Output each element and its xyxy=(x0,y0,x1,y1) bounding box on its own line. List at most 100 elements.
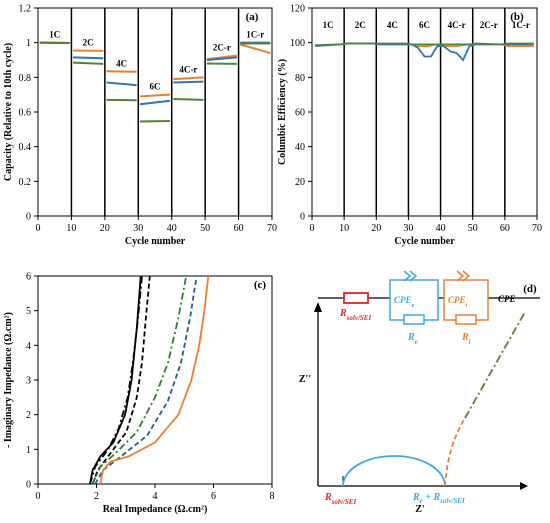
x-axis-label: Z' xyxy=(415,504,425,515)
parallel-block-i xyxy=(443,279,489,321)
x-tick-label: 50 xyxy=(200,223,210,234)
mark-r-solv: Rsolv/SEI xyxy=(324,492,356,506)
label-cpe-e: CPEe xyxy=(394,295,415,309)
y-tick-label: 0 xyxy=(26,480,31,491)
label-r-solv: Rsolv/SEI xyxy=(339,308,371,322)
y-tick-label: 5 xyxy=(26,306,31,317)
y-tick-label: 6 xyxy=(26,272,31,283)
plot-frame xyxy=(37,7,273,217)
label-cpe-i: CPEi xyxy=(448,295,468,309)
series-orange-segment xyxy=(239,43,271,55)
segment-label: 1C-r xyxy=(246,30,264,40)
y-tick-label: 20 xyxy=(295,177,305,188)
z-real-arrow xyxy=(520,482,528,490)
y-tick-label: 1 xyxy=(26,38,31,49)
series-orange-segment xyxy=(106,70,137,73)
series-orange-segment xyxy=(139,93,171,98)
plot-frame xyxy=(311,7,538,217)
nyquist-curve-black xyxy=(89,276,143,484)
y-tick-label: 0 xyxy=(26,212,31,223)
resistor-r-i xyxy=(455,314,477,325)
x-axis-label: Cycle number xyxy=(125,236,186,247)
x-tick-label: 60 xyxy=(500,223,510,234)
y-axis-label: Z'' xyxy=(299,374,311,385)
y-tick-label: 0 xyxy=(300,212,305,223)
green-dashdot-line xyxy=(464,311,526,419)
x-tick-label: 8 xyxy=(270,491,275,502)
label-cpe: CPE xyxy=(498,294,516,304)
segment-label: 2C xyxy=(83,37,94,47)
x-tick-label: 30 xyxy=(403,223,413,234)
label-r-i: Ri xyxy=(461,332,471,346)
x-tick-label: 4 xyxy=(153,491,158,502)
segment-label: 4C-r xyxy=(448,20,466,30)
z-imag-arrow xyxy=(314,302,322,312)
x-tick-label: 60 xyxy=(234,223,244,234)
x-tick-label: 40 xyxy=(436,223,446,234)
series-green-segment xyxy=(173,98,204,101)
x-tick-label: 0 xyxy=(36,491,41,502)
y-tick-label: 40 xyxy=(295,142,305,153)
parallel-block-e xyxy=(389,279,439,321)
segment-label: 2C xyxy=(355,20,366,30)
x-tick-label: 10 xyxy=(339,223,349,234)
segment-label: 1C xyxy=(323,20,334,30)
series-orange-segment xyxy=(173,76,204,81)
plot-frame xyxy=(37,275,273,485)
y-axis-label: - Imaginary Impedance (Ω.cm²) xyxy=(3,312,14,448)
x-tick-label: 10 xyxy=(66,223,76,234)
x-tick-label: 20 xyxy=(100,223,110,234)
resistor-r-e xyxy=(403,314,425,325)
nyquist-curve-black xyxy=(89,276,142,484)
y-tick-label: 1.2 xyxy=(19,4,32,15)
series-green-line xyxy=(315,42,534,48)
x-tick-label: 0 xyxy=(36,223,41,234)
nyquist-curve-black xyxy=(91,276,151,484)
series-blue-segment xyxy=(106,81,137,87)
x-tick-label: 20 xyxy=(371,223,381,234)
panel-label: (a) xyxy=(246,11,259,23)
series-blue-segment xyxy=(173,80,204,84)
segment-label: 6C xyxy=(419,20,430,30)
x-axis-label: Cycle number xyxy=(394,236,455,247)
series-orange-segment xyxy=(206,54,238,61)
y-tick-label: 0.8 xyxy=(19,73,32,84)
panel-b-efficiency-chart: 0 10 20 30 40 50 60 70 0 20 40 60 80 100 120 Cycle numb… xyxy=(277,4,542,248)
panel-a-capacity-chart: 0 10 20 30 40 50 60 70 0 0.2 0.4 0.6 0.8 1 1.2 Cycle nu… xyxy=(3,4,277,248)
x-tick-label: 70 xyxy=(532,223,542,234)
y-tick-label: 60 xyxy=(295,108,305,119)
y-axis-label: Capacity (Relative to 10th cycle) xyxy=(3,43,14,181)
series-blue-segment xyxy=(206,56,237,61)
nyquist-curve-orange xyxy=(99,276,210,484)
series-blue-segment xyxy=(73,56,104,60)
segment-label: 4C xyxy=(387,20,398,30)
mark-re-plus-rsolv: Re + Rsolv/SEI xyxy=(412,492,465,505)
x-tick-label: 2 xyxy=(94,491,99,502)
resistor-r-solv xyxy=(343,292,369,304)
panel-d-circuit-diagram: (d) Rsolv/SEI CPEe Re CPEi Ri CPE Z'' Z' Rsolv/SE… xyxy=(299,270,540,515)
y-tick-label: 100 xyxy=(290,38,305,49)
panel-label: (c) xyxy=(254,279,267,291)
series-green-segment xyxy=(73,61,104,65)
segment-label: 4C xyxy=(116,58,127,68)
x-tick-label: 40 xyxy=(167,223,177,234)
series-blue-segment xyxy=(139,99,171,106)
y-tick-label: 3 xyxy=(26,376,31,387)
y-tick-label: 4 xyxy=(26,341,31,352)
cpe-e-symbol xyxy=(403,270,418,282)
x-tick-label: 0 xyxy=(310,223,315,234)
y-tick-label: 80 xyxy=(295,73,305,84)
orange-dashed-curve xyxy=(444,417,466,487)
segment-label: 6C xyxy=(150,82,161,92)
semicircle-arc xyxy=(342,455,446,487)
cpe-i-symbol xyxy=(456,270,471,282)
x-tick-label: 6 xyxy=(211,491,216,502)
x-tick-label: 70 xyxy=(267,223,277,234)
segment-label: 2C-r xyxy=(213,43,231,53)
y-tick-label: 0.2 xyxy=(19,177,32,188)
panel-label: (d) xyxy=(523,283,537,295)
panel-label: (b) xyxy=(510,11,524,23)
segment-label: 4C-r xyxy=(179,64,197,74)
x-tick-label: 30 xyxy=(133,223,143,234)
